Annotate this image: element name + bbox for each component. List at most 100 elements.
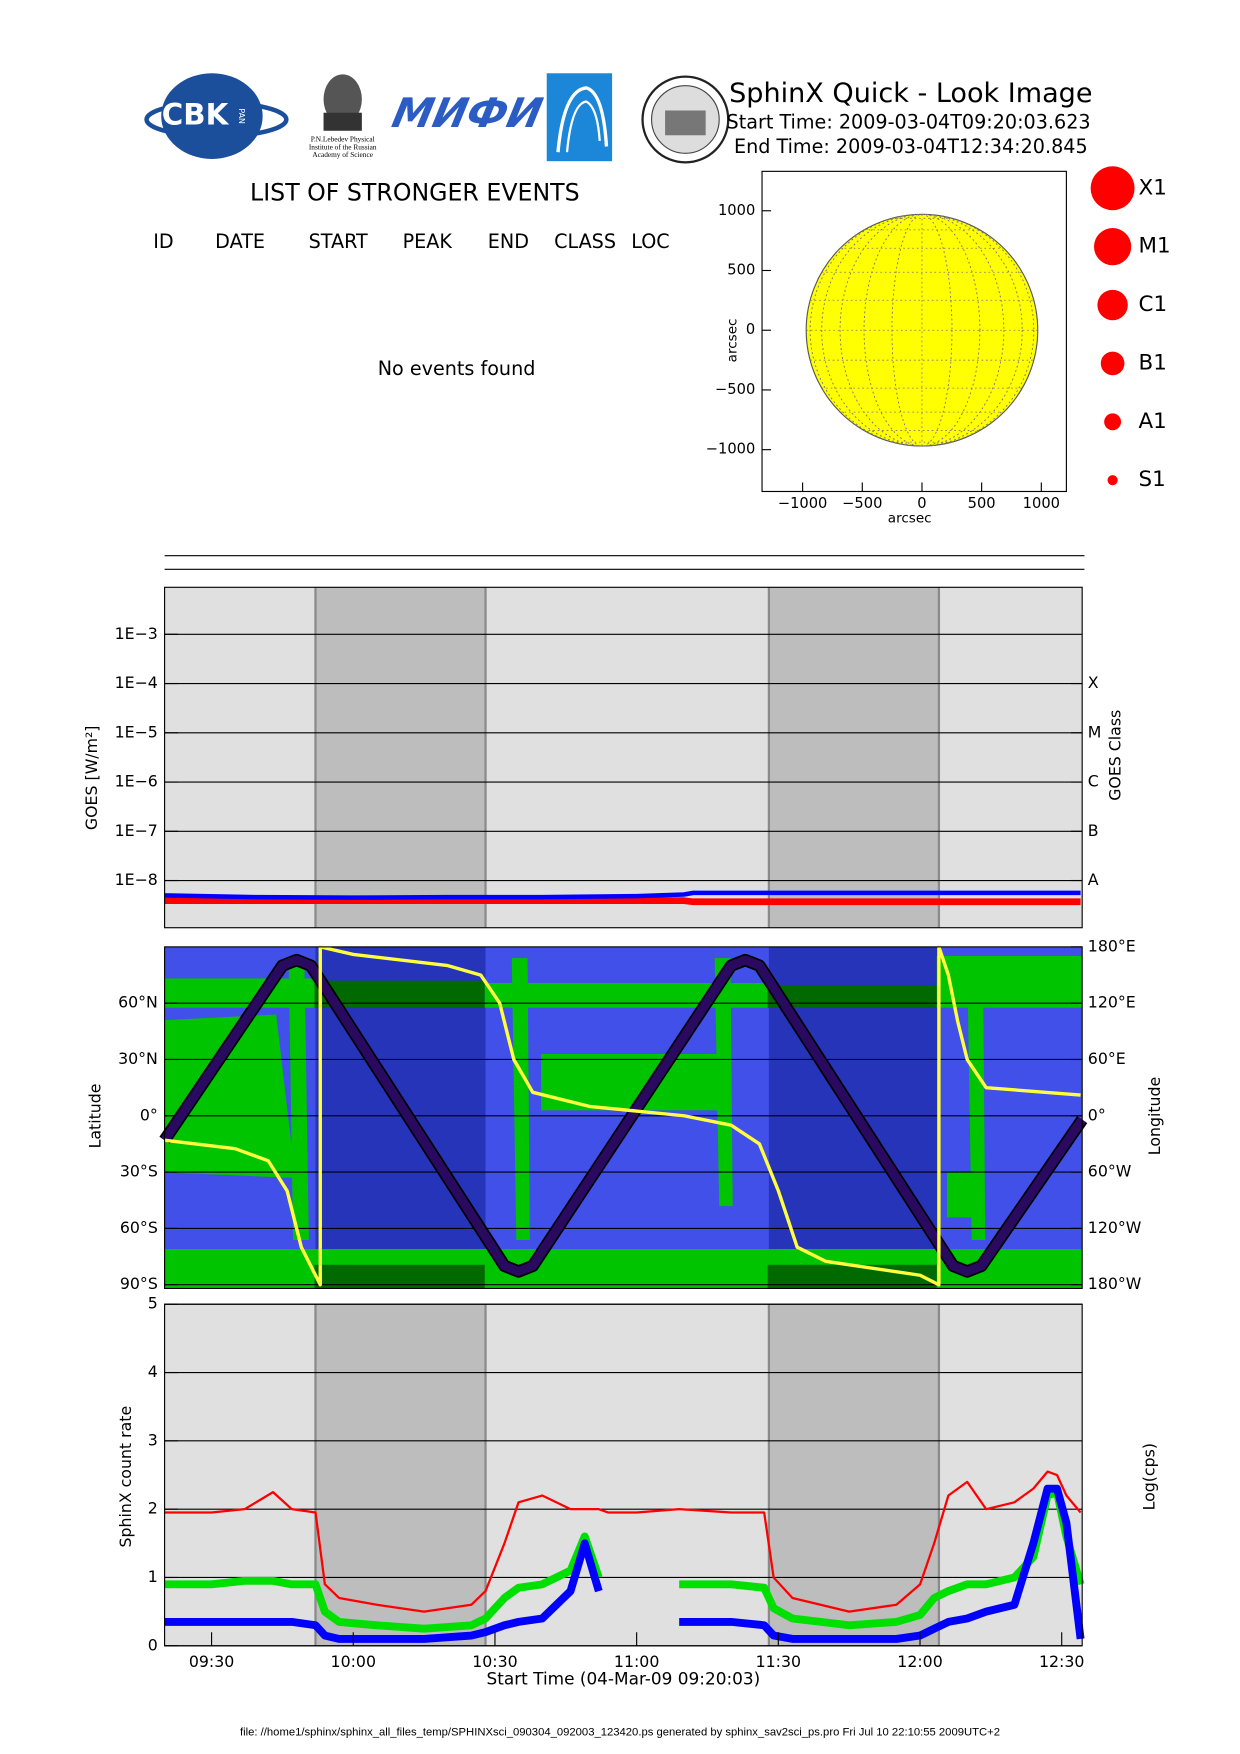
y-tick-label: 500: [727, 261, 755, 278]
eclipse-band: [315, 587, 486, 928]
plot-frame: [164, 1303, 1083, 1647]
class-label: B1: [1139, 350, 1167, 375]
class-marker: [1097, 289, 1128, 321]
sheet-title: SphinX Quick - Look Image: [729, 78, 1092, 109]
disk-grid: [809, 213, 1035, 447]
y-tick-label: 1E−8: [115, 870, 158, 889]
field-regions: [164, 955, 1083, 1289]
y2-tick-label: 0°: [1088, 1105, 1106, 1124]
y-tick-label: 0°: [140, 1105, 158, 1124]
y-tick-label: 1E−3: [115, 624, 158, 643]
logo-caption: P.N.Lebedev Physical: [311, 134, 375, 143]
y-tick-label: 1: [148, 1567, 158, 1586]
x-tick-label: 12:30: [1039, 1652, 1084, 1671]
y-tick-label: 60°N: [118, 993, 158, 1012]
column-header: LOC: [631, 230, 669, 253]
start-time: Start Time: 2009-03-04T09:20:03.623: [727, 110, 1091, 133]
y-tick-label: 5: [148, 1294, 158, 1313]
y-tick-label: 1E−6: [115, 772, 158, 791]
y-tick-label: 1E−4: [115, 673, 158, 692]
y-tick-label: −500: [715, 381, 755, 398]
y2-axis-label: Longitude: [1145, 1077, 1164, 1155]
y2-tick-label: 60°W: [1088, 1162, 1132, 1181]
field-region: [946, 1172, 981, 1218]
series-line: [164, 945, 1081, 1287]
class-marker: [1107, 475, 1118, 486]
y2-axis-label: GOES Class: [1105, 710, 1124, 801]
x-tick-label: 11:00: [614, 1652, 659, 1671]
y-tick-label: 30°S: [120, 1162, 158, 1181]
y-tick-label: 1000: [718, 202, 755, 219]
class-marker: [1090, 166, 1135, 211]
y2-tick-label: 120°E: [1088, 993, 1136, 1012]
logo-text: МИФИ: [388, 89, 547, 136]
disk-grid: [839, 213, 1005, 447]
seal-building: [665, 110, 706, 136]
solar-disk: [805, 213, 1039, 447]
x-tick-label: 10:30: [472, 1652, 517, 1671]
logo-cbk: CBK PAN: [144, 73, 289, 159]
y-tick-label: 60°S: [120, 1218, 158, 1237]
column-header: END: [488, 230, 529, 253]
x-axis-label: arcsec: [888, 511, 932, 527]
series-line: [164, 897, 1081, 906]
field-region: [967, 958, 986, 1240]
class-label: M1: [1139, 234, 1171, 259]
end-time: End Time: 2009-03-04T12:34:20.845: [734, 135, 1088, 158]
plot-frame: [164, 946, 1083, 1290]
plot-background: [164, 587, 1083, 928]
field-region: [936, 955, 1083, 1008]
field-region: [511, 958, 530, 1240]
portrait-body: [323, 112, 362, 131]
x-tick-label: 11:30: [756, 1652, 801, 1671]
field-region: [288, 958, 309, 1240]
y-tick-label: 2: [148, 1499, 158, 1518]
logo-mifi: МИФИ: [388, 89, 547, 136]
y-axis-label: GOES [W/m²]: [82, 726, 101, 831]
x-tick-label: 12:00: [897, 1652, 942, 1671]
y-axis-label: SphinX count rate: [116, 1406, 135, 1548]
logo-seal: [641, 75, 730, 164]
logo-swoosh: [144, 100, 289, 139]
column-header: DATE: [215, 230, 265, 253]
disk-grid: [821, 213, 1023, 447]
eclipse-band: [315, 1304, 486, 1646]
y2-tick-label: B: [1088, 821, 1099, 840]
x-tick-label: 09:30: [189, 1652, 234, 1671]
x-tick-label: 0: [917, 495, 926, 512]
y2-tick-label: 60°E: [1088, 1049, 1126, 1068]
logo-arc: [556, 86, 609, 153]
y2-tick-label: 180°W: [1088, 1274, 1142, 1293]
footer: file: //home1/sphinx/sphinx_all_files_te…: [240, 1727, 1000, 1739]
field-region: [164, 1014, 296, 1178]
y2-tick-label: 120°W: [1088, 1218, 1142, 1237]
logo-caption: Institute of the Russian: [309, 142, 377, 151]
events-title: LIST OF STRONGER EVENTS: [250, 178, 580, 206]
logo-iki: [546, 73, 613, 162]
logo-arc: [565, 100, 601, 153]
y2-tick-label: X: [1088, 673, 1099, 692]
y-tick-label: 90°S: [120, 1274, 158, 1293]
y2-tick-label: A: [1088, 870, 1099, 889]
portrait: [323, 74, 362, 124]
class-label: X1: [1139, 175, 1167, 200]
plot-frame: [761, 170, 1067, 493]
y-tick-label: 4: [148, 1362, 158, 1381]
y-axis-label: Latitude: [85, 1084, 104, 1149]
y-tick-label: 1E−7: [115, 821, 158, 840]
class-marker: [1100, 351, 1125, 376]
y-tick-label: −1000: [706, 441, 756, 458]
x-tick-label: 10:00: [331, 1652, 376, 1671]
class-label: C1: [1139, 292, 1168, 317]
series-line: [164, 890, 1081, 900]
eclipse-band: [768, 1304, 939, 1646]
column-header: ID: [153, 230, 173, 253]
y2-tick-label: 180°E: [1088, 936, 1136, 955]
series-line: [164, 1484, 1085, 1643]
y-tick-label: 30°N: [118, 1049, 158, 1068]
logo-subtext: PAN: [237, 108, 246, 124]
x-tick-label: 500: [968, 495, 996, 512]
class-marker: [1104, 413, 1122, 431]
